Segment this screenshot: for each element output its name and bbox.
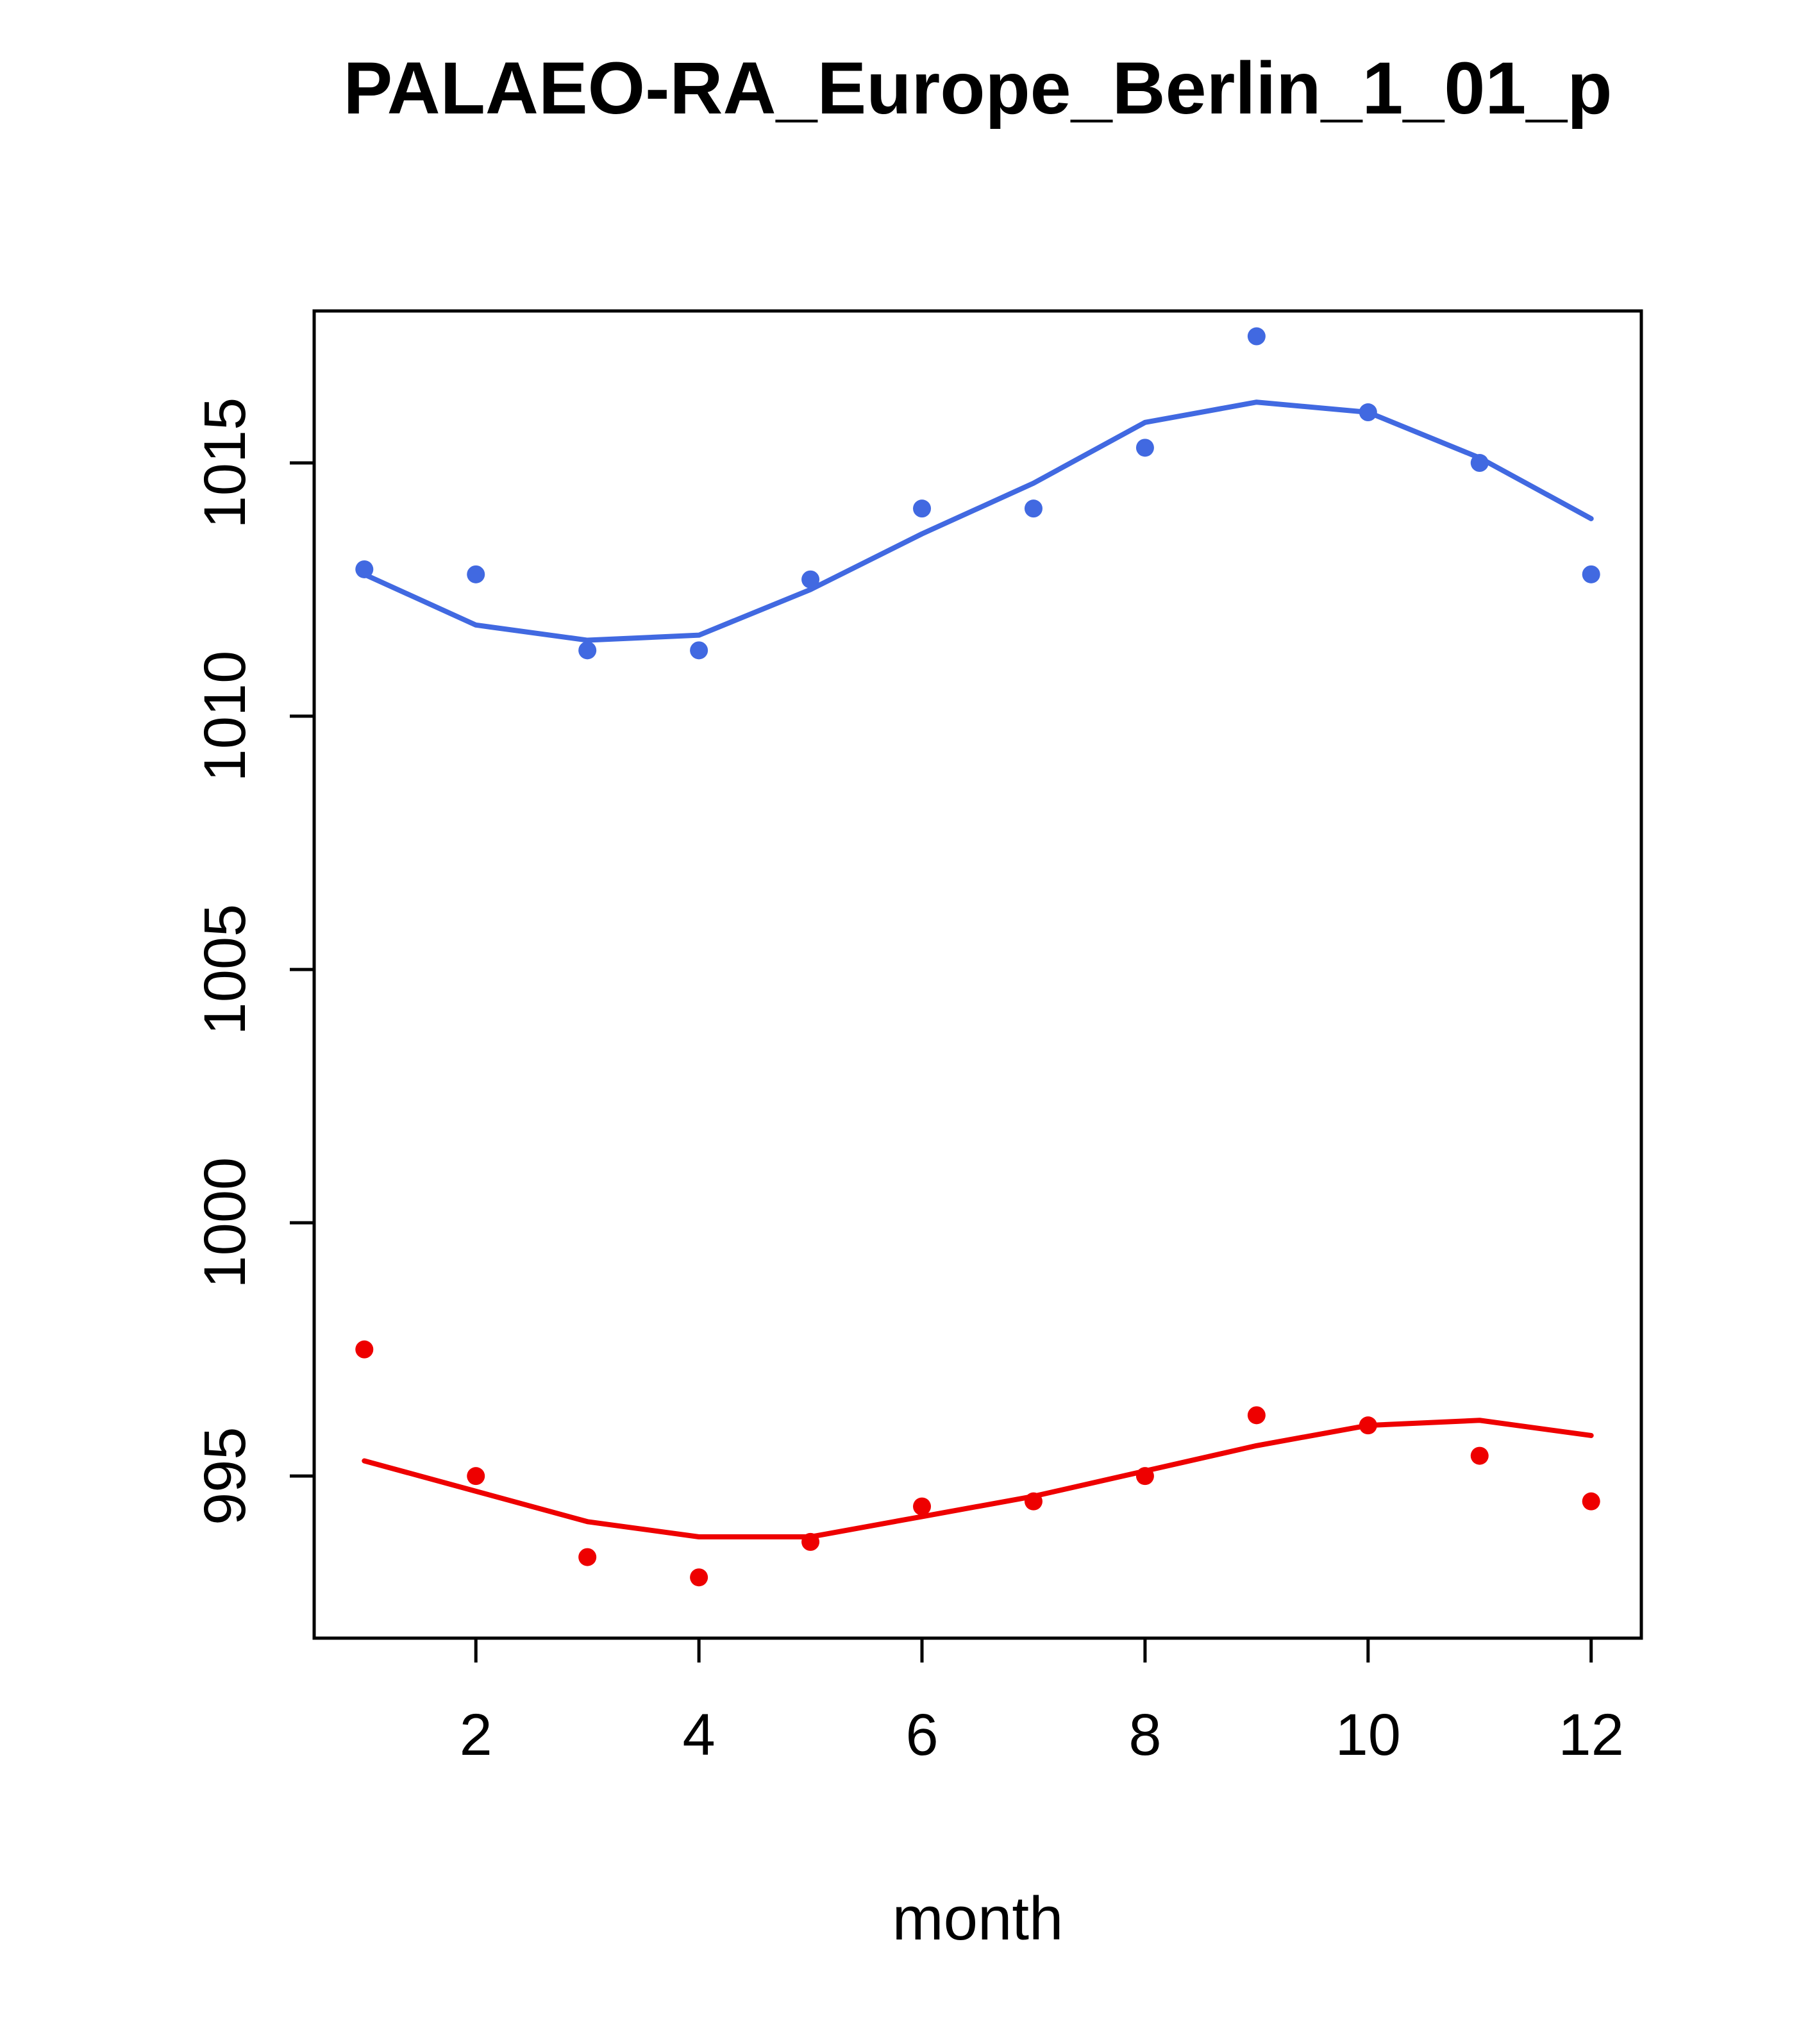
data-point <box>1582 565 1600 583</box>
y-tick-label: 1005 <box>192 904 258 1035</box>
series-blue-points <box>355 327 1600 660</box>
y-tick-label: 1010 <box>192 651 258 782</box>
data-point <box>801 1532 820 1551</box>
x-tick-label: 6 <box>905 1702 938 1768</box>
data-point <box>467 1467 485 1486</box>
data-point <box>1247 327 1266 346</box>
x-tick-label: 2 <box>460 1702 492 1768</box>
data-point <box>1135 439 1154 457</box>
data-point <box>1359 403 1377 422</box>
chart-title: PALAEO-RA_Europe_Berlin_1_01_p <box>343 47 1612 130</box>
data-point <box>690 1568 708 1587</box>
data-point <box>578 641 597 660</box>
plot-border <box>312 309 1643 1640</box>
series-red-smooth-line <box>362 1418 1594 1539</box>
data-point <box>1247 1406 1266 1425</box>
y-axis: 995 1000 1005 1010 1015 <box>192 398 314 1525</box>
x-tick-label: 10 <box>1336 1702 1401 1768</box>
x-axis: 2 4 6 8 10 12 <box>460 1638 1624 1768</box>
series-blue-smooth-line <box>362 399 1594 643</box>
data-point <box>1024 499 1042 518</box>
data-point <box>1582 1492 1600 1511</box>
series-red-points <box>355 1340 1600 1587</box>
data-point <box>1470 1446 1489 1465</box>
data-point <box>578 1548 597 1566</box>
y-tick-label: 1015 <box>192 398 258 529</box>
data-point <box>913 1497 932 1516</box>
data-point <box>690 641 708 660</box>
data-point <box>1135 1467 1154 1486</box>
data-point <box>801 570 820 589</box>
data-point <box>355 560 374 578</box>
data-point <box>467 565 485 583</box>
data-point <box>1024 1492 1042 1511</box>
x-tick-label: 12 <box>1559 1702 1624 1768</box>
y-tick-label: 1000 <box>192 1157 258 1289</box>
data-point <box>1359 1416 1377 1435</box>
x-tick-label: 4 <box>683 1702 716 1768</box>
data-point <box>913 499 932 518</box>
x-axis-label: month <box>892 1884 1064 1953</box>
y-tick-label: 995 <box>192 1427 258 1525</box>
data-point <box>355 1340 374 1359</box>
x-tick-label: 8 <box>1128 1702 1161 1768</box>
data-point <box>1470 454 1489 473</box>
